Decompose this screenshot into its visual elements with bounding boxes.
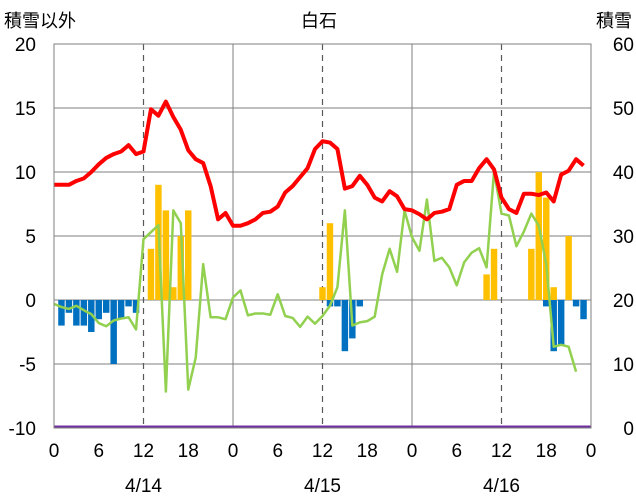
plot-border bbox=[53, 43, 592, 429]
right-tick-label: 10 bbox=[613, 355, 634, 376]
negative-bar bbox=[132, 300, 140, 313]
x-tick-label: 18 bbox=[357, 441, 378, 462]
x-tick-label: 18 bbox=[536, 441, 557, 462]
date-label: 4/14 bbox=[125, 476, 162, 497]
precipitation-bar bbox=[319, 287, 326, 300]
negative-bar bbox=[110, 300, 117, 364]
x-tick-label: 18 bbox=[178, 441, 199, 462]
precipitation-bar bbox=[170, 287, 177, 300]
right-axis-label: 積雪 bbox=[596, 11, 632, 32]
negative-bar bbox=[356, 300, 364, 307]
precipitation-bar bbox=[565, 236, 572, 300]
negative-bar bbox=[572, 300, 580, 307]
precipitation-bar bbox=[162, 210, 170, 300]
precipitation-bar bbox=[550, 287, 557, 300]
precipitation-bar bbox=[490, 248, 498, 300]
left-tick-label: 10 bbox=[15, 163, 36, 184]
x-tick-label: 12 bbox=[312, 441, 333, 462]
left-axis-ticks: 20 15 10 5 0 -5 -10 bbox=[9, 35, 36, 440]
snow-depth-line bbox=[53, 170, 578, 393]
x-tick-label: 6 bbox=[451, 441, 462, 462]
right-axis-ticks: 60 50 40 30 20 10 0 bbox=[613, 35, 634, 440]
precipitation-bar bbox=[528, 248, 535, 300]
negative-bar bbox=[73, 300, 80, 326]
left-axis-label: 積雪以外 bbox=[4, 11, 76, 32]
precipitation-bar bbox=[535, 172, 543, 300]
left-tick-label: 0 bbox=[25, 291, 36, 312]
negative-bar bbox=[550, 300, 557, 352]
right-tick-label: 30 bbox=[613, 227, 634, 248]
right-tick-label: 50 bbox=[613, 99, 634, 120]
right-tick-label: 0 bbox=[623, 419, 634, 440]
precipitation-bar bbox=[543, 197, 550, 300]
x-tick-label: 0 bbox=[228, 441, 239, 462]
x-tick-label: 6 bbox=[272, 441, 283, 462]
left-tick-label: -10 bbox=[9, 419, 36, 440]
date-label: 4/16 bbox=[483, 476, 520, 497]
right-tick-label: 60 bbox=[613, 35, 634, 56]
negative-bar bbox=[102, 300, 110, 313]
negative-bar bbox=[125, 300, 132, 307]
negative-bar bbox=[580, 300, 587, 320]
x-axis-ticks: 0 6 12 18 0 6 12 18 0 6 12 18 0 bbox=[49, 441, 597, 462]
negative-bar bbox=[557, 300, 565, 345]
negative-bar bbox=[80, 300, 88, 326]
date-labels: 4/14 4/15 4/16 bbox=[125, 476, 520, 497]
negative-bar bbox=[58, 300, 65, 326]
precipitation-bar bbox=[147, 248, 155, 300]
chart-title: 白石 bbox=[301, 11, 337, 32]
precipitation-bar bbox=[483, 274, 490, 300]
left-tick-label: 5 bbox=[25, 227, 36, 248]
negative-bar bbox=[65, 300, 73, 313]
left-tick-label: 15 bbox=[15, 99, 36, 120]
precipitation-bar bbox=[177, 236, 185, 300]
temperature-line bbox=[54, 99, 585, 228]
plot-frame bbox=[53, 43, 592, 429]
precipitation-bar bbox=[185, 210, 192, 300]
negative-bar bbox=[341, 300, 349, 352]
chart-lines bbox=[53, 99, 591, 429]
right-tick-label: 20 bbox=[613, 291, 634, 312]
negative-bar bbox=[543, 300, 550, 307]
negative-bar bbox=[334, 300, 341, 307]
date-label: 4/15 bbox=[304, 476, 341, 497]
x-tick-label: 12 bbox=[491, 441, 512, 462]
x-tick-label: 12 bbox=[133, 441, 154, 462]
negative-bar bbox=[117, 300, 125, 320]
precipitation-bars bbox=[147, 172, 572, 300]
x-tick-label: 0 bbox=[49, 441, 60, 462]
x-tick-label: 0 bbox=[407, 441, 418, 462]
negative-bar bbox=[95, 300, 102, 320]
x-tick-label: 6 bbox=[93, 441, 104, 462]
x-tick-label: 0 bbox=[586, 441, 597, 462]
chart-grid bbox=[54, 43, 591, 429]
left-tick-label: 20 bbox=[15, 35, 36, 56]
precipitation-bar bbox=[326, 223, 334, 300]
left-tick-label: -5 bbox=[19, 355, 36, 376]
right-tick-label: 40 bbox=[613, 163, 634, 184]
